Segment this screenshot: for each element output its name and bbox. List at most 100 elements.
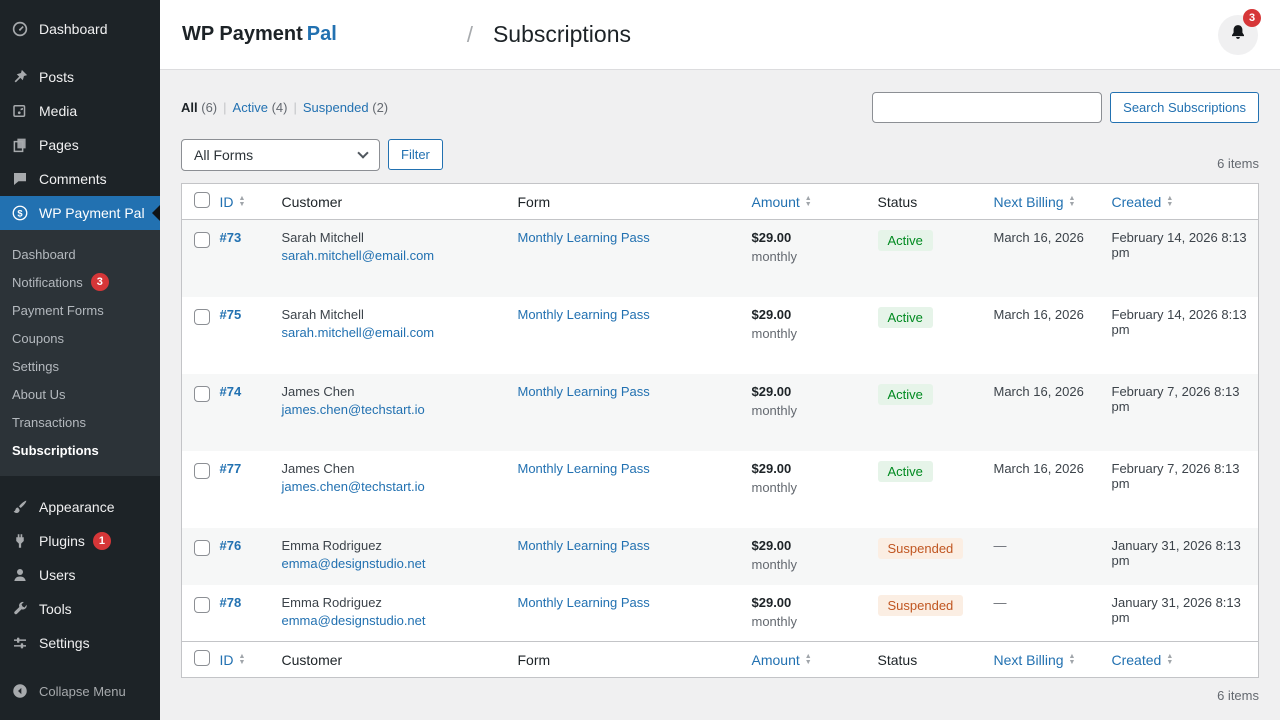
- row-checkbox[interactable]: [194, 462, 210, 479]
- subscription-id-link[interactable]: #75: [219, 306, 242, 322]
- subscription-id-link[interactable]: #73: [219, 230, 242, 245]
- payment-form-link[interactable]: Monthly Learning Pass: [517, 230, 650, 245]
- payment-form-link[interactable]: Monthly Learning Pass: [517, 594, 650, 610]
- billing-interval: monthly: [751, 556, 798, 572]
- cell-id: #77: [220, 451, 282, 528]
- amount-value: $29.00: [751, 383, 792, 399]
- submenu-item-subscriptions[interactable]: Subscriptions: [0, 436, 160, 464]
- column-label: ID: [219, 651, 234, 668]
- customer-email-link[interactable]: james.chen@techstart.io: [281, 478, 425, 494]
- subscription-id-link[interactable]: #76: [219, 537, 242, 553]
- subscription-id-link[interactable]: #78: [219, 594, 242, 610]
- cell-form: Monthly Learning Pass: [518, 297, 752, 374]
- submenu-item-transactions[interactable]: Transactions: [0, 408, 160, 436]
- column-header-created[interactable]: Created ▲ ▼: [1112, 642, 1259, 678]
- payment-form-link[interactable]: Monthly Learning Pass: [517, 460, 650, 476]
- submenu-item-settings[interactable]: Settings: [0, 352, 160, 380]
- customer-name: James Chen: [281, 460, 355, 476]
- payment-form-link[interactable]: Monthly Learning Pass: [517, 383, 650, 399]
- customer-email-link[interactable]: sarah.mitchell@email.com: [281, 324, 435, 340]
- sort-link-created[interactable]: Created ▲ ▼: [1112, 652, 1174, 668]
- select-all-checkbox[interactable]: [194, 650, 210, 666]
- view-separator: |: [223, 100, 227, 115]
- submenu-item-payment-forms[interactable]: Payment Forms: [0, 296, 160, 324]
- column-header-amount[interactable]: Amount ▲ ▼: [752, 184, 878, 220]
- column-header-amount[interactable]: Amount ▲ ▼: [752, 642, 878, 678]
- sidebar-item-appearance[interactable]: Appearance: [0, 490, 160, 524]
- forms-filter-select[interactable]: All Forms: [181, 139, 380, 171]
- table-row: #75 Sarah Mitchell sarah.mitchell@email.co…: [182, 297, 1259, 374]
- cell-form: Monthly Learning Pass: [518, 220, 752, 297]
- search-subscriptions-button[interactable]: Search Subscriptions: [1110, 92, 1259, 123]
- sidebar-item-pages[interactable]: Pages: [0, 128, 160, 162]
- submenu-item-coupons[interactable]: Coupons: [0, 324, 160, 352]
- filter-button[interactable]: Filter: [388, 139, 443, 170]
- cell-amount: $29.00 monthly: [752, 451, 878, 528]
- created-value: February 7, 2026 8:13 pm: [1111, 383, 1240, 414]
- row-checkbox[interactable]: [194, 385, 210, 402]
- submenu-item-label: Coupons: [12, 330, 65, 346]
- sidebar-item-media[interactable]: Media: [0, 94, 160, 128]
- customer-email-link[interactable]: james.chen@techstart.io: [281, 401, 425, 417]
- subscription-id-link[interactable]: #77: [219, 460, 242, 476]
- view-all[interactable]: All: [181, 100, 198, 115]
- column-header-next-billing[interactable]: Next Billing ▲ ▼: [994, 642, 1112, 678]
- payment-form-link[interactable]: Monthly Learning Pass: [517, 306, 650, 322]
- sidebar-item-label: Posts: [39, 69, 75, 85]
- sidebar-item-plugins[interactable]: Plugins 1: [0, 524, 160, 558]
- sidebar-item-wp-payment-pal[interactable]: $ WP Payment Pal: [0, 196, 160, 230]
- sort-link-amount[interactable]: Amount ▲ ▼: [752, 194, 812, 210]
- sidebar-item-users[interactable]: Users: [0, 558, 160, 592]
- sidebar-item-label: Dashboard: [39, 21, 108, 37]
- pin-icon: [10, 67, 30, 87]
- column-header-id[interactable]: ID ▲ ▼: [220, 184, 282, 220]
- row-checkbox[interactable]: [194, 539, 210, 556]
- column-header-id[interactable]: ID ▲ ▼: [220, 642, 282, 678]
- cell-customer: James Chen james.chen@techstart.io: [282, 374, 518, 451]
- column-label: Next Billing: [993, 651, 1064, 668]
- main-area: WP Payment Pal / Subscriptions 3 All (6) |…: [160, 0, 1280, 720]
- search-area: Search Subscriptions: [872, 92, 1259, 123]
- submenu-item-dashboard[interactable]: Dashboard: [0, 240, 160, 268]
- dashboard-icon: [10, 19, 30, 39]
- submenu-item-about-us[interactable]: About Us: [0, 380, 160, 408]
- select-all-checkbox[interactable]: [194, 192, 210, 208]
- column-header-next-billing[interactable]: Next Billing ▲ ▼: [994, 184, 1112, 220]
- sidebar-item-posts[interactable]: Posts: [0, 60, 160, 94]
- table-header: ID ▲ ▼ Customer Form Amount ▲ ▼ Status Next Billi…: [181, 184, 1259, 220]
- status-badge: Active: [877, 460, 933, 482]
- view-active[interactable]: Active: [232, 100, 268, 115]
- sidebar-item-settings[interactable]: Settings: [0, 626, 160, 660]
- billing-interval: monthly: [751, 249, 798, 264]
- sidebar-item-comments[interactable]: Comments: [0, 162, 160, 196]
- row-checkbox[interactable]: [194, 308, 210, 325]
- payment-form-link[interactable]: Monthly Learning Pass: [517, 537, 650, 553]
- sort-link-next-billing[interactable]: Next Billing ▲ ▼: [994, 194, 1076, 210]
- submenu-item-label: Dashboard: [12, 246, 76, 262]
- row-checkbox[interactable]: [194, 232, 210, 248]
- sort-link-next-billing[interactable]: Next Billing ▲ ▼: [994, 652, 1076, 668]
- plugins-icon: [10, 531, 30, 551]
- sort-link-amount[interactable]: Amount ▲ ▼: [752, 652, 812, 668]
- select-all-cell: [182, 642, 220, 678]
- view-suspended[interactable]: Suspended: [302, 100, 369, 115]
- sidebar-item-tools[interactable]: Tools: [0, 592, 160, 626]
- collapse-menu-button[interactable]: Collapse Menu: [0, 674, 160, 708]
- cell-status: Suspended: [877, 528, 994, 585]
- next-billing-value: March 16, 2026: [993, 306, 1084, 322]
- created-value: February 14, 2026 8:13 pm: [1111, 230, 1247, 260]
- sort-link-id[interactable]: ID ▲ ▼: [220, 194, 246, 210]
- sort-link-id[interactable]: ID ▲ ▼: [220, 652, 246, 668]
- customer-email-link[interactable]: emma@designstudio.net: [281, 555, 426, 571]
- column-header-created[interactable]: Created ▲ ▼: [1112, 184, 1259, 220]
- submenu-item-notifications[interactable]: Notifications 3: [0, 268, 160, 296]
- customer-email-link[interactable]: emma@designstudio.net: [281, 612, 426, 628]
- sort-link-created[interactable]: Created ▲ ▼: [1112, 194, 1174, 210]
- view-count: (6): [201, 100, 218, 115]
- subscription-id-link[interactable]: #74: [219, 383, 242, 399]
- search-input[interactable]: [872, 92, 1103, 123]
- row-checkbox[interactable]: [194, 596, 210, 613]
- sidebar-item-dashboard[interactable]: Dashboard: [0, 12, 160, 46]
- customer-email-link[interactable]: sarah.mitchell@email.com: [281, 248, 435, 263]
